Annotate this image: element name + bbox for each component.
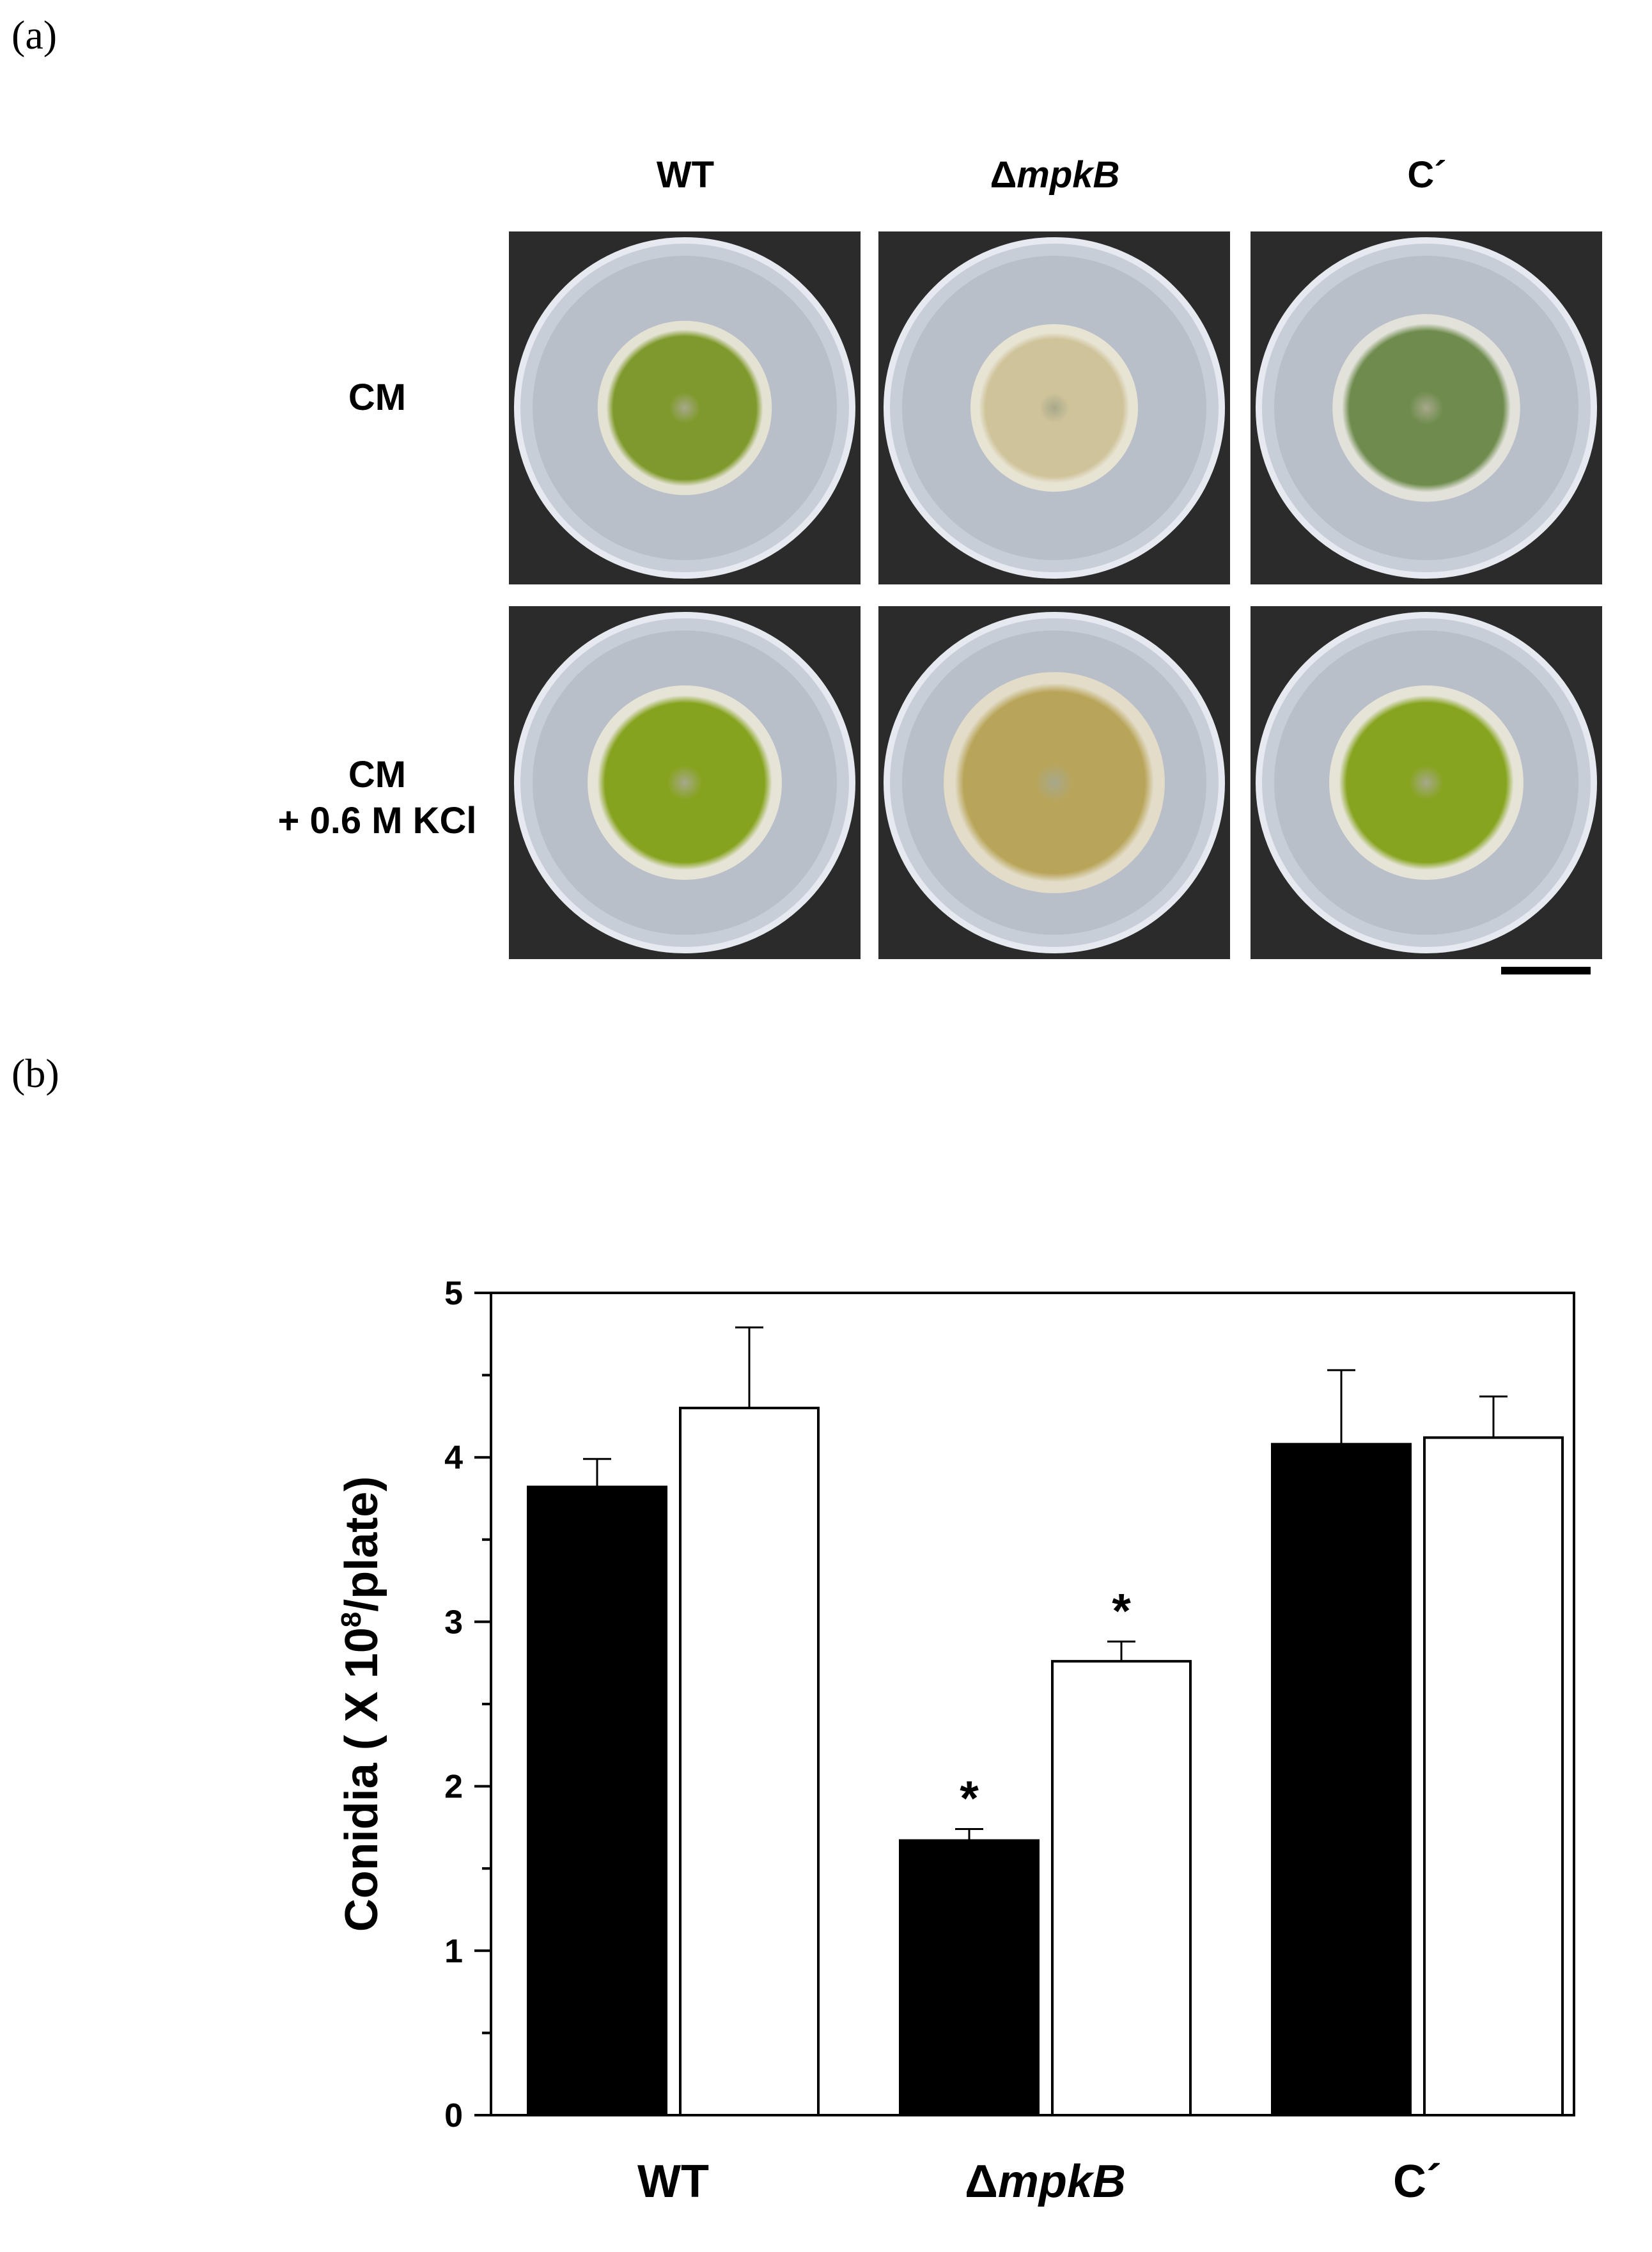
y-axis-label: Conidia ( X 108/plate) xyxy=(336,1476,387,1932)
y-tick-label: 4 xyxy=(444,1439,463,1476)
x-tick-label: WT xyxy=(637,2156,709,2207)
column-label: WT xyxy=(557,153,813,196)
plate-photo xyxy=(1251,231,1602,584)
x-label-italic: mpkB xyxy=(998,2156,1126,2207)
x-tick-label: ΔmpkB xyxy=(965,2156,1126,2207)
fungal-colony xyxy=(970,324,1138,492)
fungal-colony xyxy=(944,672,1165,893)
y-label-superscript: 8 xyxy=(336,1612,367,1627)
column-label: ΔmpkB xyxy=(927,153,1183,196)
column-label-italic: mpkB xyxy=(1017,154,1120,196)
bar xyxy=(527,1485,667,2117)
y-tick-label: 1 xyxy=(444,1933,463,1970)
x-tick-label: C´ xyxy=(1393,2156,1442,2207)
plate-photo xyxy=(1251,606,1602,959)
column-label-prefix: WT xyxy=(656,154,715,196)
x-label-prefix: C´ xyxy=(1393,2156,1442,2207)
column-label-prefix: Δ xyxy=(990,154,1017,196)
y-label-main: Conidia ( X 10 xyxy=(336,1627,387,1932)
bar xyxy=(1271,1443,1412,2116)
row-label-line: CM xyxy=(348,377,407,418)
x-label-prefix: WT xyxy=(637,2156,709,2207)
column-label-prefix: C´ xyxy=(1407,154,1447,196)
plate-photo xyxy=(878,606,1230,959)
y-tick-label: 2 xyxy=(444,1769,463,1806)
plate-photo xyxy=(509,231,861,584)
fungal-colony xyxy=(1332,314,1520,502)
y-tick-label: 3 xyxy=(444,1604,463,1641)
panel-b-label: (b) xyxy=(12,1051,59,1096)
bar xyxy=(679,1407,820,2116)
plate-photo xyxy=(878,231,1230,584)
row-label-line: + 0.6 M KCl xyxy=(277,800,477,841)
x-label-prefix: Δ xyxy=(965,2156,998,2207)
plate-photo xyxy=(509,606,861,959)
fungal-colony xyxy=(588,685,782,880)
row-label: CM + 0.6 M KCl xyxy=(243,752,511,844)
panel-a-label: (a) xyxy=(12,12,58,58)
scale-bar xyxy=(1501,967,1591,974)
bar xyxy=(1423,1436,1564,2116)
y-tick-label: 0 xyxy=(444,2097,463,2134)
bar xyxy=(899,1839,1040,2117)
bar xyxy=(1051,1660,1192,2116)
column-label: C´ xyxy=(1299,153,1555,196)
row-label: CM xyxy=(243,375,511,421)
fungal-colony xyxy=(1329,685,1523,880)
row-label-line: CM xyxy=(348,754,407,795)
y-tick-label: 5 xyxy=(444,1275,463,1312)
y-label-end: /plate) xyxy=(336,1476,387,1612)
fungal-colony xyxy=(597,320,772,496)
significance-mark: * xyxy=(1112,1584,1131,1638)
significance-mark: * xyxy=(960,1771,979,1826)
